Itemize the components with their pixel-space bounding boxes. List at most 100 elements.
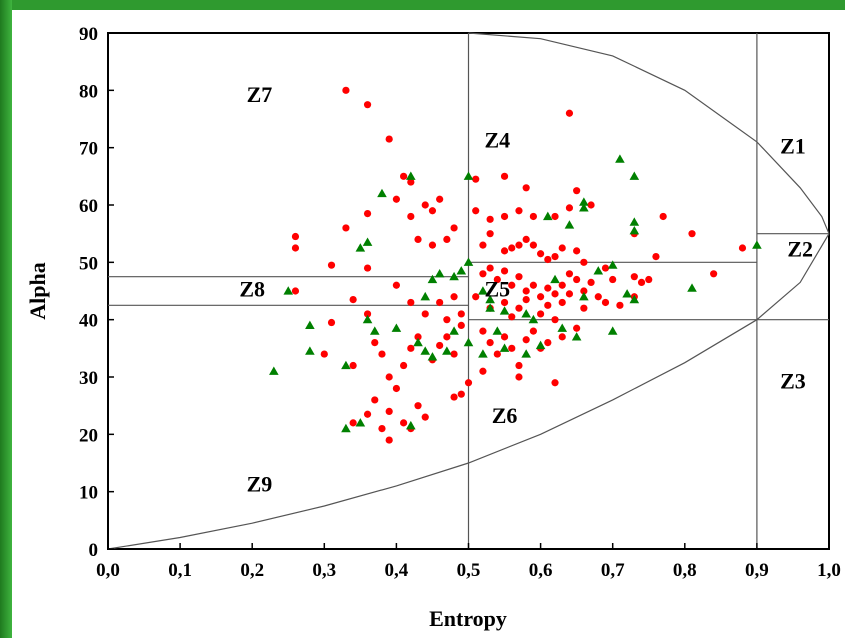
- data-point-red: [291, 244, 300, 252]
- data-point-red: [515, 361, 523, 370]
- data-point-green: [629, 217, 640, 226]
- data-point-red: [522, 235, 530, 243]
- data-point-red: [436, 341, 444, 350]
- data-point-red: [515, 273, 523, 281]
- data-point-green: [391, 323, 402, 332]
- zone-label: Z7: [247, 82, 273, 107]
- y-tick-label: 70: [79, 139, 98, 160]
- data-point-red: [291, 287, 300, 295]
- data-point-green: [629, 171, 640, 180]
- data-point-green: [427, 274, 438, 284]
- data-point-green: [420, 346, 431, 355]
- data-point-green: [406, 171, 416, 180]
- data-point-green: [478, 286, 488, 295]
- y-tick-label: 20: [79, 425, 98, 446]
- data-point-red: [421, 201, 429, 209]
- data-point-red: [508, 344, 516, 352]
- data-point-red: [472, 207, 480, 215]
- data-point-red: [500, 247, 509, 255]
- data-point-red: [414, 235, 422, 243]
- zone-boundaries: [107, 32, 830, 550]
- y-tick-label: 0: [89, 540, 99, 561]
- data-point-green: [528, 314, 539, 324]
- data-point-red: [500, 267, 509, 275]
- data-point-red: [428, 207, 437, 215]
- x-tick-label: 0,9: [745, 560, 769, 581]
- data-point-red: [457, 390, 465, 398]
- zone-label: Z3: [780, 368, 806, 393]
- data-point-red: [436, 298, 444, 307]
- data-point-red: [392, 195, 400, 203]
- green-border-left: [0, 0, 12, 638]
- data-point-red: [544, 255, 552, 264]
- data-point-red: [436, 195, 444, 203]
- green-border-top: [0, 0, 845, 10]
- data-point-red: [371, 396, 379, 404]
- data-point-red: [587, 201, 595, 209]
- data-point-green: [579, 197, 589, 206]
- data-point-green: [463, 337, 474, 347]
- data-point-red: [421, 310, 429, 318]
- data-point-red: [349, 296, 357, 304]
- x-axis-title: Entropy: [429, 606, 507, 631]
- data-point-red: [486, 230, 494, 238]
- data-point-red: [443, 235, 451, 243]
- data-point-green: [615, 154, 625, 163]
- data-point-green: [607, 260, 618, 269]
- data-point-green: [687, 283, 697, 292]
- data-point-red: [645, 275, 653, 284]
- zone-label: Z8: [239, 277, 265, 302]
- y-tick-label: 30: [79, 368, 98, 389]
- data-point-red: [342, 86, 350, 94]
- y-tick-label: 90: [79, 24, 98, 45]
- data-point-red: [565, 270, 574, 278]
- data-point-green: [485, 294, 495, 304]
- data-point-red: [457, 310, 465, 318]
- data-point-red: [486, 215, 494, 223]
- data-point-red: [457, 321, 465, 329]
- data-point-red: [551, 316, 559, 324]
- data-point-red: [407, 298, 415, 307]
- data-point-red: [363, 410, 372, 418]
- data-point-red: [392, 281, 400, 289]
- data-point-green: [449, 271, 459, 281]
- data-point-red: [515, 241, 523, 249]
- data-point-red: [443, 316, 451, 324]
- data-point-green: [355, 243, 366, 252]
- data-point-red: [450, 393, 458, 401]
- data-point-green: [463, 257, 474, 266]
- data-point-red: [450, 293, 458, 301]
- data-point-red: [385, 373, 393, 381]
- data-point-red: [363, 101, 372, 109]
- data-point-red: [371, 339, 379, 347]
- data-point-green: [622, 289, 632, 298]
- data-point-red: [537, 250, 545, 258]
- data-point-green: [434, 269, 445, 278]
- data-point-red: [486, 339, 494, 347]
- x-tick-label: 0,7: [601, 560, 625, 581]
- data-point-red: [573, 247, 581, 255]
- data-point-red: [573, 324, 581, 332]
- data-point-red: [464, 379, 473, 387]
- data-point-green: [485, 303, 495, 312]
- data-point-green: [492, 326, 503, 335]
- data-point-red: [479, 327, 487, 335]
- data-point-red: [573, 187, 581, 195]
- x-axis-ticks: 0,0 0,1 0,2 0,3 0,4 0,5 0,6 0,7 0,8 0,9 1,0: [96, 543, 841, 581]
- data-point-red: [551, 253, 559, 261]
- data-point-green: [629, 226, 640, 235]
- y-tick-label: 40: [79, 311, 98, 332]
- data-point-red: [421, 413, 429, 421]
- data-point-red: [450, 224, 458, 232]
- data-point-red: [529, 241, 537, 249]
- data-point-green: [283, 286, 294, 295]
- data-point-red: [414, 402, 422, 410]
- data-point-green: [369, 326, 380, 335]
- data-point-red: [551, 379, 559, 387]
- data-point-red: [688, 230, 696, 238]
- data-point-red: [537, 310, 545, 318]
- x-tick-label: 0,8: [673, 560, 697, 581]
- x-tick-label: 0,2: [240, 560, 264, 581]
- data-point-red: [428, 241, 437, 249]
